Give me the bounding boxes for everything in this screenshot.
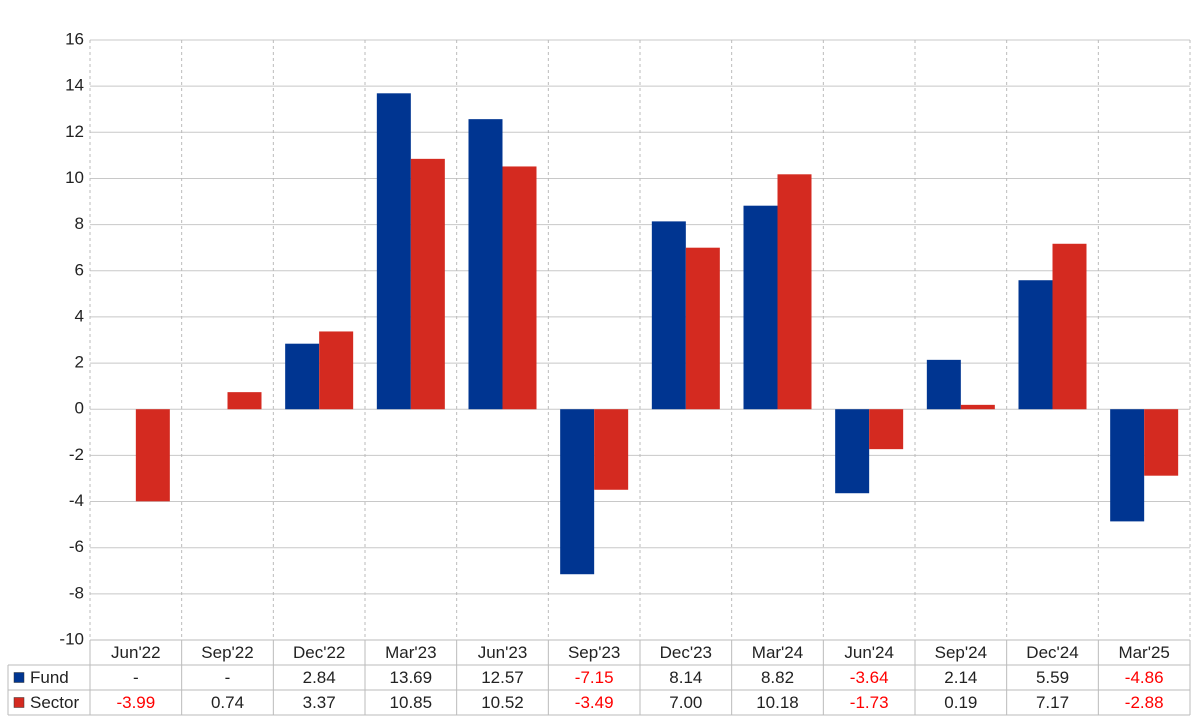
legend-label: Sector: [30, 693, 79, 712]
y-tick-label: 4: [75, 306, 84, 325]
bar: [926, 359, 961, 410]
y-tick-label: 0: [75, 399, 84, 418]
x-tick-label: Mar'23: [385, 643, 436, 662]
bar: [502, 166, 537, 410]
table-value: 0.19: [944, 693, 977, 712]
table-value: 5.59: [1036, 668, 1069, 687]
table-value: 10.18: [756, 693, 799, 712]
x-tick-label: Sep'22: [201, 643, 253, 662]
table-value: -3.99: [116, 693, 155, 712]
x-tick-label: Dec'24: [1026, 643, 1078, 662]
bar: [594, 409, 629, 490]
y-tick-label: 6: [75, 260, 84, 279]
bar: [376, 93, 411, 410]
table-value: -4.86: [1125, 668, 1164, 687]
y-tick-label: 8: [75, 214, 84, 233]
x-tick-label: Mar'24: [752, 643, 803, 662]
table-value: 2.14: [944, 668, 977, 687]
table-value: 3.37: [303, 693, 336, 712]
legend-swatch: [13, 697, 25, 708]
table-value: 7.17: [1036, 693, 1069, 712]
table-value: 8.14: [669, 668, 702, 687]
x-tick-label: Sep'24: [935, 643, 987, 662]
x-tick-label: Sep'23: [568, 643, 620, 662]
bar: [685, 247, 720, 410]
table-value: -7.15: [575, 668, 614, 687]
table-value: -: [225, 668, 231, 687]
x-tick-label: Jun'24: [844, 643, 894, 662]
table-value: 8.82: [761, 668, 794, 687]
y-tick-label: 2: [75, 353, 84, 372]
bar: [560, 409, 595, 575]
y-tick-label: -10: [59, 629, 84, 648]
bar: [319, 331, 354, 410]
x-tick-label: Jun'23: [478, 643, 528, 662]
bar: [835, 409, 870, 494]
table-value: 0.74: [211, 693, 244, 712]
legend-label: Fund: [30, 668, 69, 687]
bar: [651, 221, 686, 410]
bar: [869, 409, 904, 450]
bar: [410, 158, 445, 410]
y-tick-label: -8: [69, 583, 84, 602]
bar: [777, 174, 812, 410]
y-tick-label: 16: [65, 29, 84, 48]
bar: [1018, 280, 1053, 410]
bar: [227, 392, 262, 410]
x-tick-label: Dec'22: [293, 643, 345, 662]
y-tick-label: -4: [69, 491, 84, 510]
table-value: 12.57: [481, 668, 524, 687]
y-tick-label: 14: [65, 76, 84, 95]
bar: [1052, 243, 1087, 410]
legend-swatch: [13, 672, 25, 683]
table-value: 2.84: [303, 668, 336, 687]
table-value: -1.73: [850, 693, 889, 712]
table-value: -2.88: [1125, 693, 1164, 712]
x-tick-label: Dec'23: [660, 643, 712, 662]
bar: [468, 119, 503, 410]
table-value: -3.49: [575, 693, 614, 712]
x-tick-label: Mar'25: [1118, 643, 1169, 662]
y-tick-label: 10: [65, 168, 84, 187]
table-value: 7.00: [669, 693, 702, 712]
bar: [1110, 409, 1145, 522]
table-value: -: [133, 668, 139, 687]
table-value: 13.69: [390, 668, 433, 687]
table-value: -3.64: [850, 668, 889, 687]
table-value: 10.52: [481, 693, 524, 712]
bar: [960, 404, 995, 410]
bar: [1144, 409, 1179, 476]
x-tick-label: Jun'22: [111, 643, 161, 662]
bar: [135, 409, 170, 502]
y-tick-label: -6: [69, 537, 84, 556]
table-value: 10.85: [390, 693, 433, 712]
bar: [743, 205, 778, 410]
y-tick-label: -2: [69, 445, 84, 464]
y-tick-label: 12: [65, 122, 84, 141]
bar: [285, 343, 320, 410]
